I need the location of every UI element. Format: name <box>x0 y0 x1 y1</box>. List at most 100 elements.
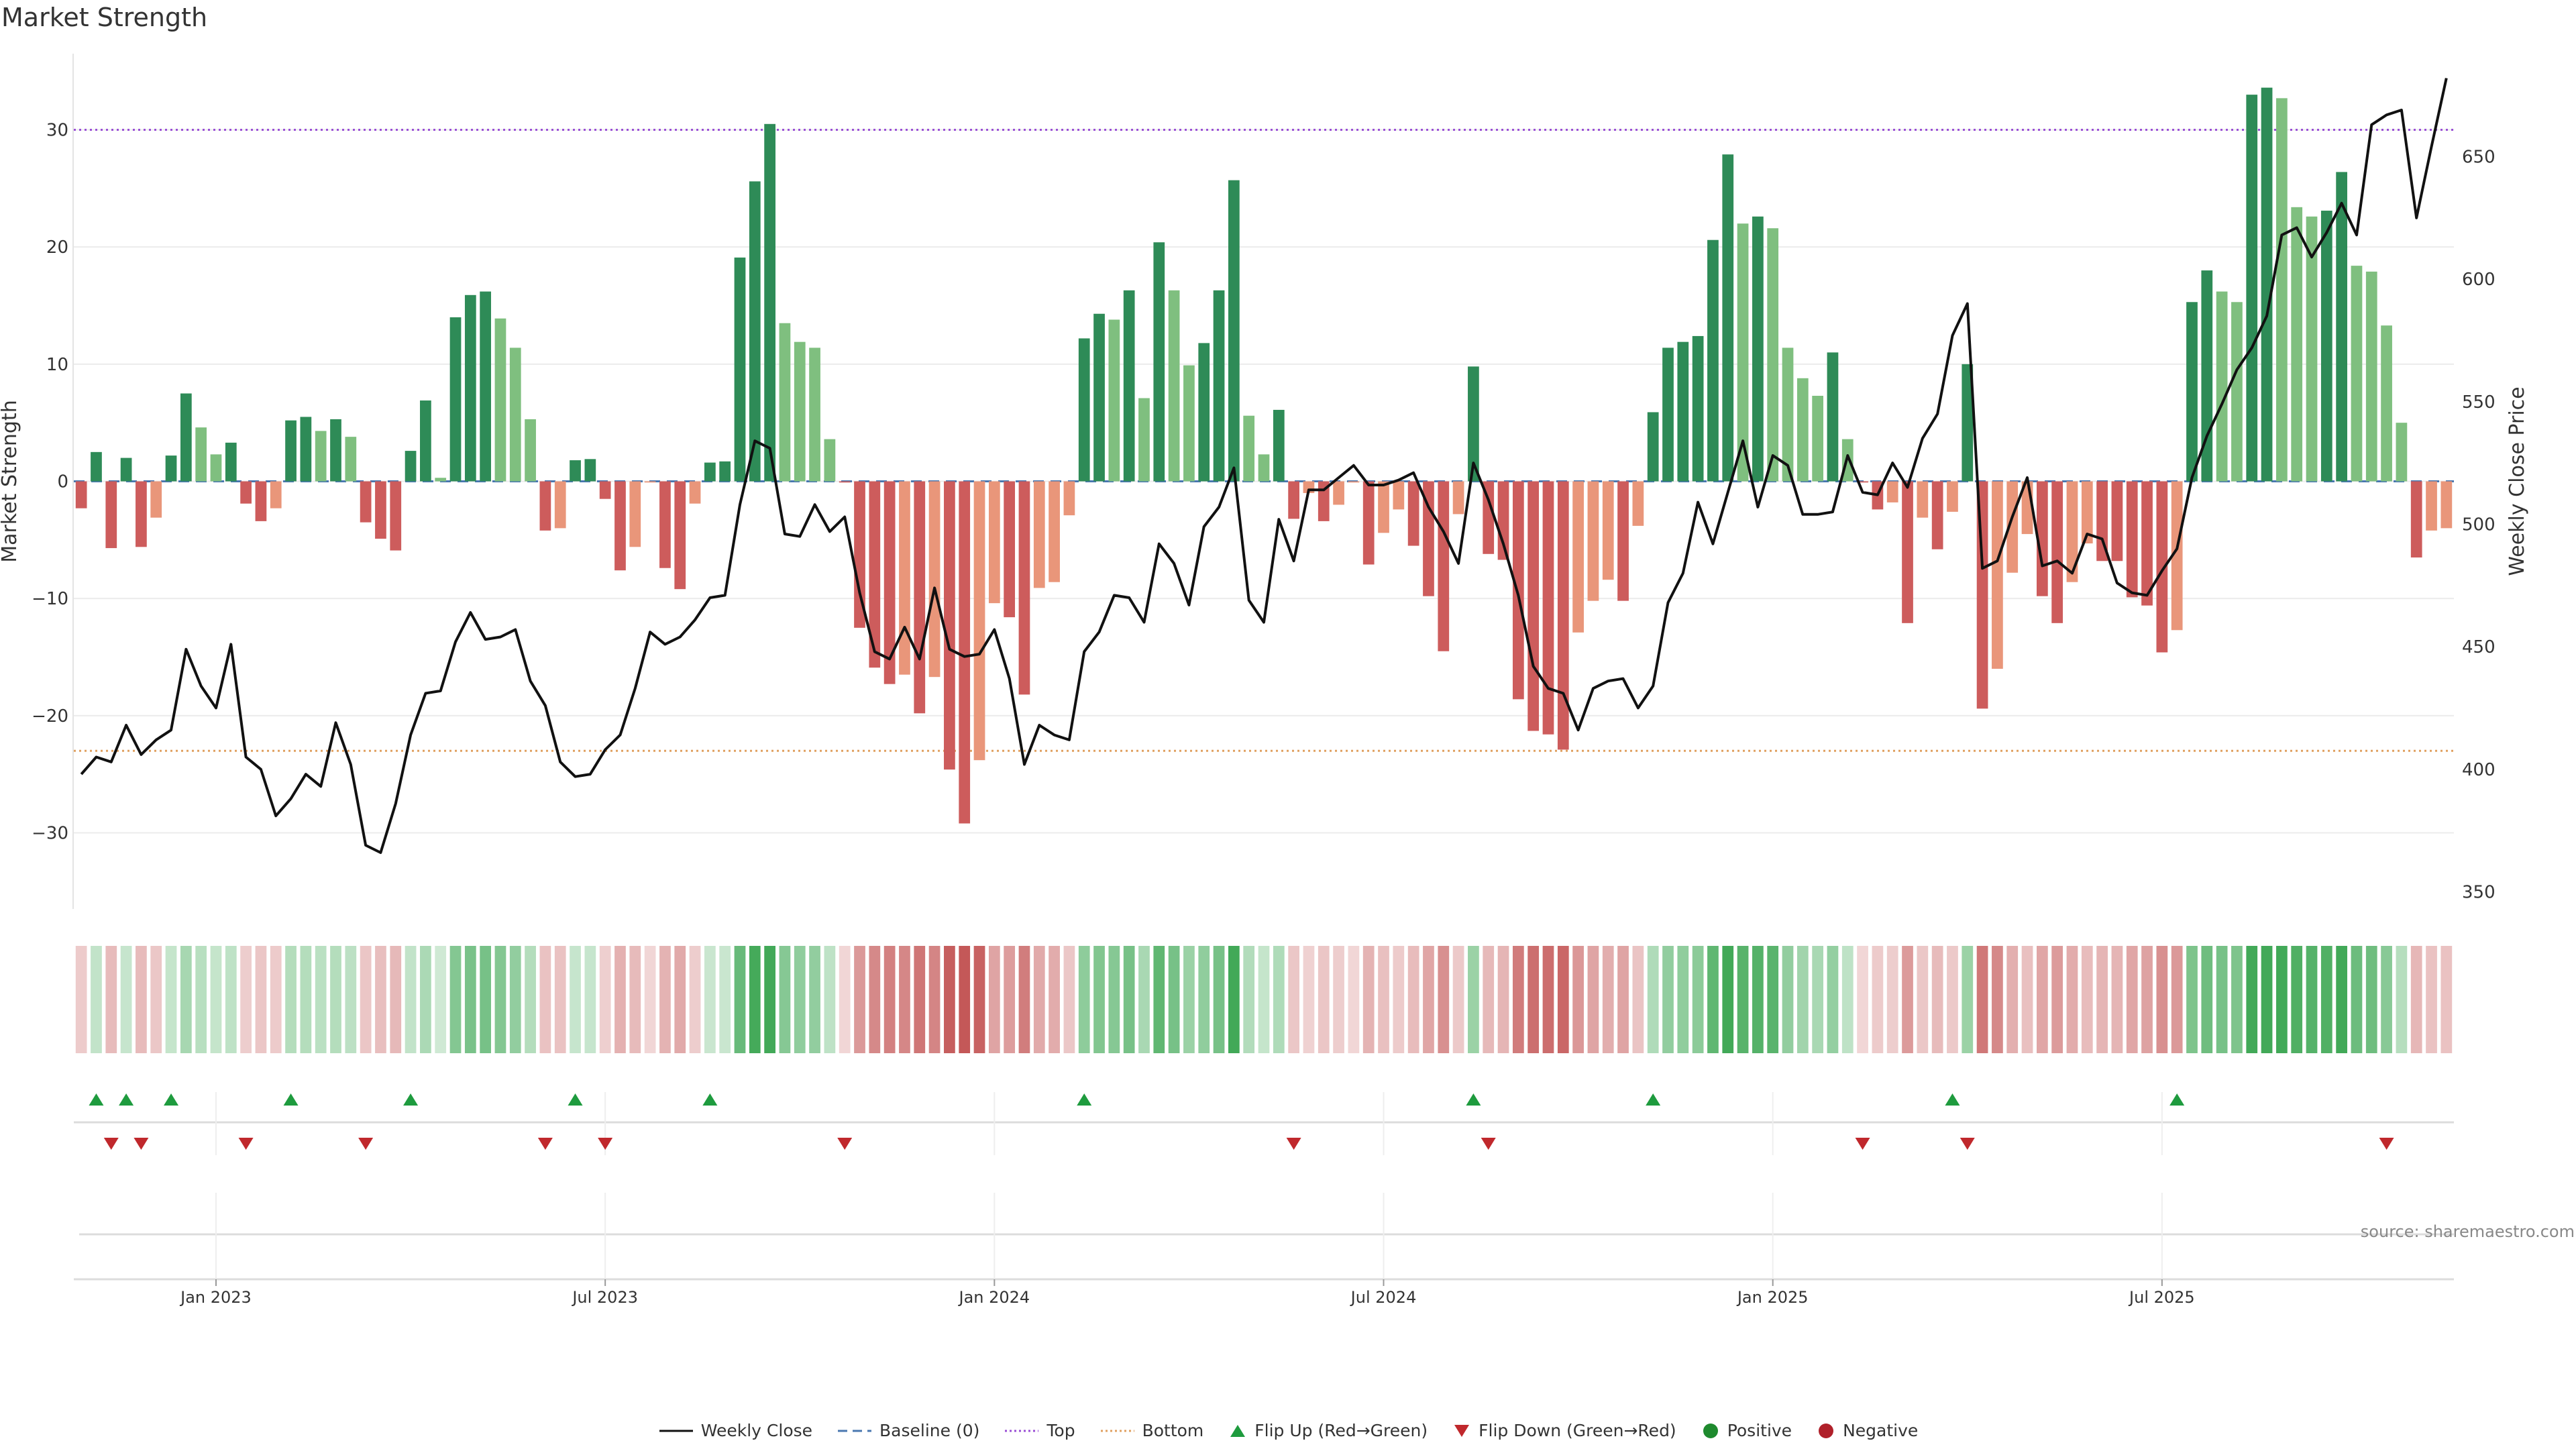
strength-bar <box>360 481 372 523</box>
legend-flip-down[interactable]: Flip Down (Green→Red) <box>1452 1421 1676 1440</box>
heat-cell <box>1303 946 1315 1053</box>
y-tick-label: −10 <box>32 589 68 609</box>
strength-bar <box>1632 481 1644 526</box>
heat-cell <box>2141 946 2153 1053</box>
flip-down-marker <box>1286 1138 1301 1150</box>
strength-bar <box>1183 365 1195 482</box>
strength-bar <box>330 419 341 482</box>
strength-bar <box>1348 481 1360 483</box>
heat-cell <box>1033 946 1045 1053</box>
strength-bar <box>1108 319 1120 482</box>
heat-cell <box>928 946 941 1053</box>
strength-bar <box>1917 481 1929 518</box>
strength-bar <box>1049 481 1060 582</box>
flip-up-marker <box>119 1093 134 1106</box>
strength-bar <box>2171 481 2183 631</box>
heat-cell <box>2365 946 2377 1053</box>
legend-top[interactable]: Top <box>1004 1421 1075 1440</box>
heat-cell <box>180 946 192 1053</box>
heat-cell <box>1183 946 1195 1053</box>
flip-down-marker <box>1960 1138 1975 1150</box>
strength-bar <box>390 481 402 551</box>
strength-bar <box>1258 454 1270 482</box>
strength-bar <box>464 294 476 482</box>
heat-cell <box>105 946 117 1053</box>
heat-cell <box>2426 946 2437 1053</box>
legend-weekly-close-label: Weekly Close <box>700 1421 813 1440</box>
strength-bar <box>1512 481 1524 700</box>
heat-cell <box>1962 946 1974 1053</box>
strength-bar <box>629 481 641 547</box>
heat-cell <box>91 946 102 1053</box>
strength-bar <box>899 481 910 675</box>
strength-bar <box>1063 481 1075 516</box>
strength-bar <box>1123 290 1135 482</box>
strength-bar <box>210 454 222 482</box>
legend-baseline[interactable]: Baseline (0) <box>837 1421 979 1440</box>
strength-bar <box>794 341 806 482</box>
heat-cell <box>1168 946 1180 1053</box>
flip-up-marker <box>1945 1093 1960 1106</box>
x-tick-label: Jan 2024 <box>957 1288 1030 1307</box>
strength-bar <box>959 481 971 824</box>
heat-cell <box>2126 946 2138 1053</box>
heat-cell <box>2276 946 2288 1053</box>
strength-bar <box>719 461 731 482</box>
top-dotted-line-icon <box>1005 1430 1039 1432</box>
heat-cell <box>2066 946 2078 1053</box>
strength-bar <box>165 455 177 482</box>
y-tick-label: 10 <box>46 355 68 375</box>
strength-bar <box>1093 313 1105 482</box>
strength-bar <box>240 481 252 504</box>
legend-flip-up-label: Flip Up (Red→Green) <box>1254 1421 1428 1440</box>
weekly-close-line <box>80 78 2448 854</box>
heat-cell <box>1004 946 1016 1053</box>
strength-bar <box>1318 481 1330 521</box>
strength-bar <box>136 481 147 547</box>
legend-bottom-label: Bottom <box>1142 1421 1204 1440</box>
heat-cell <box>1617 946 1629 1053</box>
strength-bar <box>944 481 955 770</box>
strength-bar <box>2156 481 2168 653</box>
legend-flip-up[interactable]: Flip Up (Red→Green) <box>1228 1421 1428 1440</box>
heat-cell <box>1273 946 1285 1053</box>
strength-bar <box>1168 290 1180 482</box>
y2-tick-label: 400 <box>2462 760 2496 780</box>
strength-bar <box>1767 228 1779 482</box>
strength-bar <box>704 462 716 482</box>
strength-bar <box>1572 481 1584 633</box>
heat-cell <box>270 946 282 1053</box>
x-tick-label: Jul 2023 <box>571 1288 638 1307</box>
legend-negative[interactable]: Negative <box>1816 1421 1918 1440</box>
heat-cell <box>2171 946 2183 1053</box>
legend-positive[interactable]: Positive <box>1701 1421 1792 1440</box>
y2-tick-label: 500 <box>2462 515 2496 535</box>
heat-cell <box>1138 946 1150 1053</box>
heat-cell <box>539 946 551 1053</box>
strength-bar <box>2410 481 2422 558</box>
flip-down-marker <box>103 1138 119 1150</box>
strength-bar <box>2381 325 2392 482</box>
strength-bar <box>91 451 102 482</box>
strength-bar <box>1243 415 1255 482</box>
strength-bar <box>2320 211 2332 482</box>
strength-bar <box>2306 216 2318 482</box>
strength-bar <box>2111 481 2123 561</box>
flip-down-marker <box>238 1138 254 1150</box>
heat-cell <box>2410 946 2422 1053</box>
x-tick-label: Jan 2023 <box>179 1288 252 1307</box>
heat-cell <box>1976 946 1988 1053</box>
heat-cell <box>1947 946 1958 1053</box>
legend-bottom[interactable]: Bottom <box>1099 1421 1204 1440</box>
heat-cell <box>1407 946 1419 1053</box>
heat-cell <box>1318 946 1330 1053</box>
heat-cell <box>644 946 656 1053</box>
flip-up-marker <box>2169 1093 2185 1106</box>
legend-weekly-close[interactable]: Weekly Close <box>658 1421 812 1440</box>
flip-down-marker <box>837 1138 853 1150</box>
strength-bar <box>554 481 566 529</box>
flip-down-marker <box>2379 1138 2394 1150</box>
flip-up-marker <box>568 1093 583 1106</box>
strength-bar <box>1992 481 2003 669</box>
